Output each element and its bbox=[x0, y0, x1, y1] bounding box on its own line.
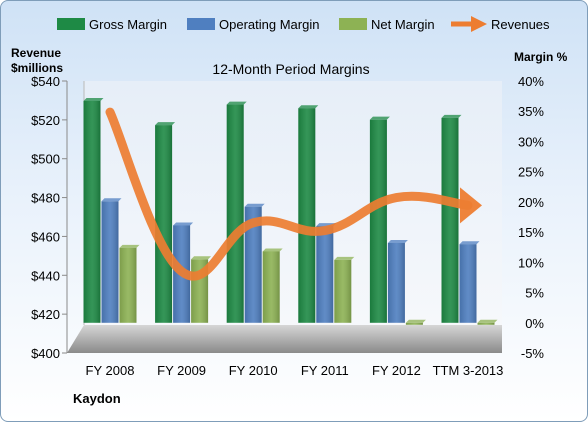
left-tick-label: $420 bbox=[31, 307, 60, 322]
bar-marks bbox=[83, 97, 498, 325]
bar-top-face bbox=[369, 116, 390, 120]
left-tick-label: $480 bbox=[31, 191, 60, 206]
left-tick-label: $540 bbox=[31, 74, 60, 89]
right-tick-label: 15% bbox=[518, 225, 544, 240]
bar-shading bbox=[155, 125, 173, 323]
bar-shading bbox=[405, 322, 423, 325]
bar-top-face bbox=[262, 248, 283, 252]
chart-title: 12-Month Period Margins bbox=[212, 61, 369, 77]
category-label: FY 2008 bbox=[86, 363, 135, 378]
left-tick-label: $520 bbox=[31, 113, 60, 128]
bar-top-face bbox=[334, 256, 355, 260]
bar-top-face bbox=[298, 105, 319, 109]
bar-top-face bbox=[83, 97, 104, 101]
bar-top-face bbox=[441, 114, 462, 118]
bar-shading bbox=[244, 206, 262, 323]
bar-top-face bbox=[459, 241, 480, 245]
bar-shading bbox=[477, 322, 495, 325]
bar-shading bbox=[119, 247, 137, 323]
bar-shading bbox=[334, 259, 352, 323]
bar-top-face bbox=[101, 198, 122, 202]
right-tick-label: 30% bbox=[518, 134, 544, 149]
bar-top-face bbox=[387, 239, 408, 243]
bar-shading bbox=[83, 100, 101, 323]
left-tick-label: $460 bbox=[31, 229, 60, 244]
legend-swatch-operating-margin bbox=[187, 18, 215, 30]
bar-shading bbox=[226, 104, 244, 323]
bar-top-face bbox=[191, 256, 212, 260]
right-tick-label: 25% bbox=[518, 165, 544, 180]
bar-shading bbox=[298, 108, 316, 323]
legend-label-gross-margin: Gross Margin bbox=[89, 17, 167, 32]
bar-top-face bbox=[405, 319, 426, 323]
bar-shading bbox=[459, 244, 477, 323]
left-tick-label: $400 bbox=[31, 346, 60, 361]
right-axis-title: Margin % bbox=[514, 50, 568, 64]
left-axis-title-line1: Revenue bbox=[11, 46, 61, 60]
left-axis-title-line2: $millions bbox=[11, 61, 63, 75]
company-label: Kaydon bbox=[73, 391, 121, 406]
bar-top-face bbox=[244, 203, 265, 207]
category-label: FY 2012 bbox=[372, 363, 421, 378]
right-tick-label: 20% bbox=[518, 195, 544, 210]
category-label: FY 2009 bbox=[157, 363, 206, 378]
legend-swatch-revenues-arrowhead bbox=[471, 16, 487, 32]
revenue-line bbox=[105, 107, 473, 281]
right-tick-label: 0% bbox=[525, 316, 544, 331]
right-axis-ticks: -5% 0% 5% 10% 15% 20% 25% 30% 35% 40% bbox=[518, 74, 544, 361]
plot-floor bbox=[67, 325, 502, 353]
left-axis-ticks: $400 $420 $440 $460 $480 $500 $520 $540 bbox=[31, 74, 67, 361]
category-label: TTM 3-2013 bbox=[433, 363, 504, 378]
bar-shading bbox=[262, 251, 280, 323]
bar-shading bbox=[101, 201, 119, 323]
category-label: FY 2011 bbox=[301, 363, 349, 378]
right-tick-label: 35% bbox=[518, 104, 544, 119]
left-tick-label: $440 bbox=[31, 268, 60, 283]
bar-shading bbox=[441, 117, 459, 323]
right-tick-label: -5% bbox=[521, 346, 545, 361]
right-tick-label: 10% bbox=[518, 255, 544, 270]
legend: Gross Margin Operating Margin Net Margin… bbox=[57, 16, 550, 32]
legend-swatch-net-margin bbox=[339, 18, 367, 30]
legend-swatch-gross-margin bbox=[57, 18, 85, 30]
bar-shading bbox=[316, 226, 334, 323]
bar-top-face bbox=[155, 122, 176, 126]
revenue-line-group bbox=[105, 107, 482, 281]
revenue-line-arrowhead bbox=[460, 187, 482, 224]
bar-top-face bbox=[477, 319, 498, 323]
right-tick-label: 40% bbox=[518, 74, 544, 89]
category-label: FY 2010 bbox=[229, 363, 278, 378]
bar-shading bbox=[369, 119, 387, 323]
bar-top-face bbox=[173, 222, 194, 226]
legend-label-operating-margin: Operating Margin bbox=[219, 17, 319, 32]
category-labels: FY 2008 FY 2009 FY 2010 FY 2011 FY 2012 TTM 3… bbox=[86, 363, 504, 378]
bar-top-face bbox=[226, 101, 247, 105]
plot-back-wall bbox=[84, 81, 502, 325]
left-tick-label: $500 bbox=[31, 152, 60, 167]
legend-label-revenues: Revenues bbox=[491, 17, 550, 32]
legend-label-net-margin: Net Margin bbox=[371, 17, 435, 32]
bar-shading bbox=[387, 242, 405, 323]
bar-top-face bbox=[119, 244, 140, 248]
right-tick-label: 5% bbox=[525, 286, 544, 301]
